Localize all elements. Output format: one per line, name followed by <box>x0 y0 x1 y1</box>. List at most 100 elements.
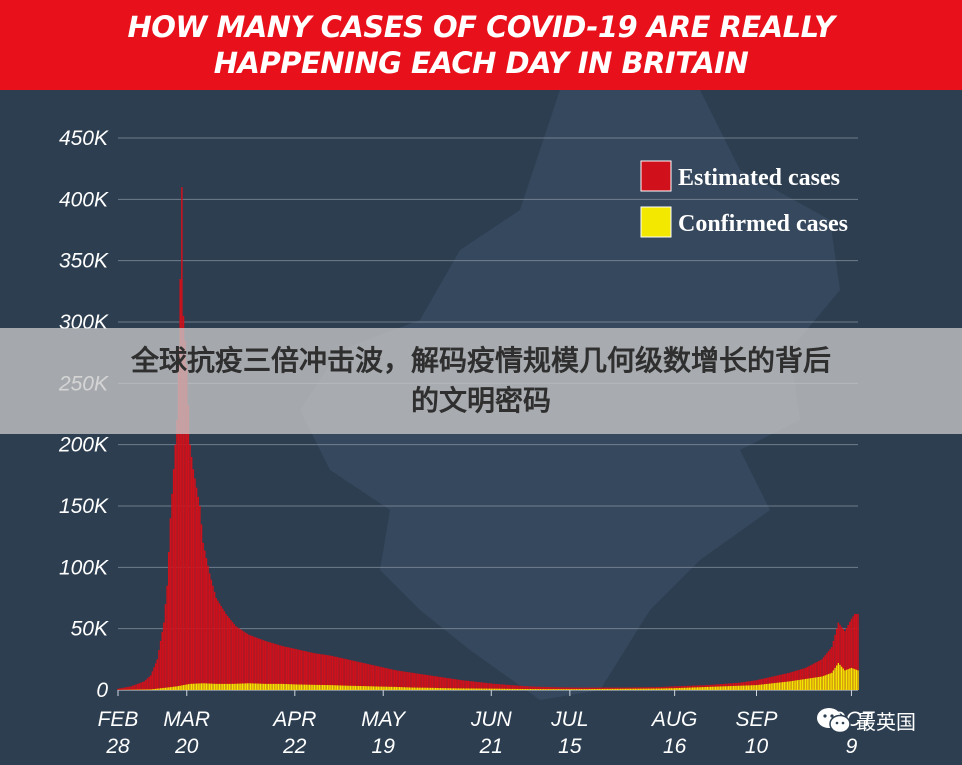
bar-confirmed-cases <box>800 679 802 690</box>
bar-estimated-cases <box>176 420 178 690</box>
bar-confirmed-cases <box>145 689 147 690</box>
bar-estimated-cases <box>411 672 414 690</box>
bar-estimated-cases <box>817 661 820 690</box>
bar-confirmed-cases <box>777 682 779 690</box>
series-estimated-cases <box>117 187 859 690</box>
bar-confirmed-cases <box>302 684 304 690</box>
bar-confirmed-cases <box>186 684 188 690</box>
bar-confirmed-cases <box>274 683 276 690</box>
bar-confirmed-cases <box>479 688 481 690</box>
bar-confirmed-cases <box>693 687 695 690</box>
bar-confirmed-cases <box>213 683 216 690</box>
bar-estimated-cases <box>511 685 514 690</box>
bar-estimated-cases <box>208 573 211 690</box>
bar-estimated-cases <box>235 626 237 690</box>
bar-confirmed-cases <box>559 689 561 690</box>
bar-estimated-cases <box>559 687 561 690</box>
bar-estimated-cases <box>623 687 625 690</box>
bar-estimated-cases <box>822 657 825 690</box>
bar-confirmed-cases <box>290 684 293 690</box>
bar-confirmed-cases <box>852 668 854 690</box>
x-tick-label-month: FEB <box>98 708 139 731</box>
bar-confirmed-cases <box>557 689 560 690</box>
bar-confirmed-cases <box>700 687 702 690</box>
bar-estimated-cases <box>262 640 265 690</box>
bar-estimated-cases <box>493 683 496 690</box>
legend-label-estimated: Estimated cases <box>678 165 840 191</box>
bar-confirmed-cases <box>680 687 682 690</box>
bar-confirmed-cases <box>488 688 491 690</box>
bar-confirmed-cases <box>212 683 214 690</box>
bar-confirmed-cases <box>634 688 636 690</box>
bar-estimated-cases <box>357 661 360 690</box>
bar-estimated-cases <box>783 673 786 690</box>
bar-confirmed-cases <box>379 686 381 690</box>
bar-confirmed-cases <box>241 683 244 690</box>
bar-confirmed-cases <box>597 688 599 690</box>
bar-confirmed-cases <box>696 687 699 690</box>
bar-confirmed-cases <box>631 688 633 690</box>
bar-estimated-cases <box>562 687 565 690</box>
bar-estimated-cases <box>367 664 370 690</box>
bar-confirmed-cases <box>475 688 478 690</box>
bar-estimated-cases <box>330 655 332 690</box>
bar-confirmed-cases <box>809 678 812 690</box>
bar-estimated-cases <box>667 686 669 690</box>
bar-estimated-cases <box>181 187 183 690</box>
bar-estimated-cases <box>356 661 358 690</box>
bar-confirmed-cases <box>215 683 217 690</box>
bar-confirmed-cases <box>377 686 379 690</box>
bar-estimated-cases <box>256 637 258 690</box>
bar-estimated-cases <box>475 681 478 690</box>
bar-confirmed-cases <box>754 685 756 690</box>
bar-estimated-cases <box>829 649 831 690</box>
bar-estimated-cases <box>806 667 808 690</box>
bar-estimated-cases <box>207 565 209 690</box>
bar-estimated-cases <box>184 340 186 690</box>
bar-confirmed-cases <box>385 686 388 690</box>
bar-confirmed-cases <box>783 681 785 690</box>
bar-confirmed-cases <box>344 685 347 690</box>
bar-estimated-cases <box>572 687 574 690</box>
bar-confirmed-cases <box>380 686 383 690</box>
bar-confirmed-cases <box>315 684 317 690</box>
bar-confirmed-cases <box>855 669 858 690</box>
bar-estimated-cases <box>339 657 342 690</box>
bar-estimated-cases <box>495 683 497 690</box>
bar-confirmed-cases <box>752 685 754 690</box>
bar-confirmed-cases <box>538 689 540 690</box>
bar-confirmed-cases <box>580 689 582 690</box>
bar-estimated-cases <box>552 687 555 690</box>
bar-confirmed-cases <box>222 683 224 690</box>
bar-estimated-cases <box>847 624 849 690</box>
bar-confirmed-cases <box>253 683 255 690</box>
bar-confirmed-cases <box>677 688 679 690</box>
bar-confirmed-cases <box>737 685 740 690</box>
bar-estimated-cases <box>529 686 532 690</box>
bar-confirmed-cases <box>796 680 799 690</box>
bar-confirmed-cases <box>492 688 494 690</box>
bar-estimated-cases <box>362 663 365 690</box>
bar-estimated-cases <box>408 672 411 690</box>
bar-estimated-cases <box>452 678 455 690</box>
bar-confirmed-cases <box>308 684 311 690</box>
bar-estimated-cases <box>601 687 604 690</box>
bar-confirmed-cases <box>529 689 532 690</box>
bar-confirmed-cases <box>520 688 522 690</box>
bar-confirmed-cases <box>528 689 530 690</box>
bar-confirmed-cases <box>282 683 284 690</box>
bar-confirmed-cases <box>367 686 370 690</box>
bar-confirmed-cases <box>741 685 743 690</box>
bar-estimated-cases <box>826 653 828 690</box>
bar-estimated-cases <box>845 628 848 690</box>
bar-estimated-cases <box>269 642 272 690</box>
bar-confirmed-cases <box>811 677 813 690</box>
bar-confirmed-cases <box>842 668 844 690</box>
bar-confirmed-cases <box>266 683 268 690</box>
bar-estimated-cases <box>254 637 257 690</box>
bar-confirmed-cases <box>659 688 661 690</box>
bar-estimated-cases <box>803 668 805 690</box>
bar-confirmed-cases <box>736 685 738 690</box>
bar-confirmed-cases <box>713 686 715 690</box>
bar-estimated-cases <box>849 621 851 690</box>
